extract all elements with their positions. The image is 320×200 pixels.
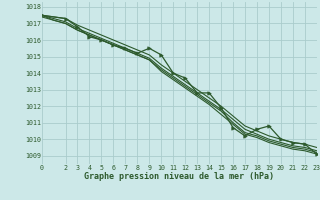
X-axis label: Graphe pression niveau de la mer (hPa): Graphe pression niveau de la mer (hPa) [84, 172, 274, 181]
